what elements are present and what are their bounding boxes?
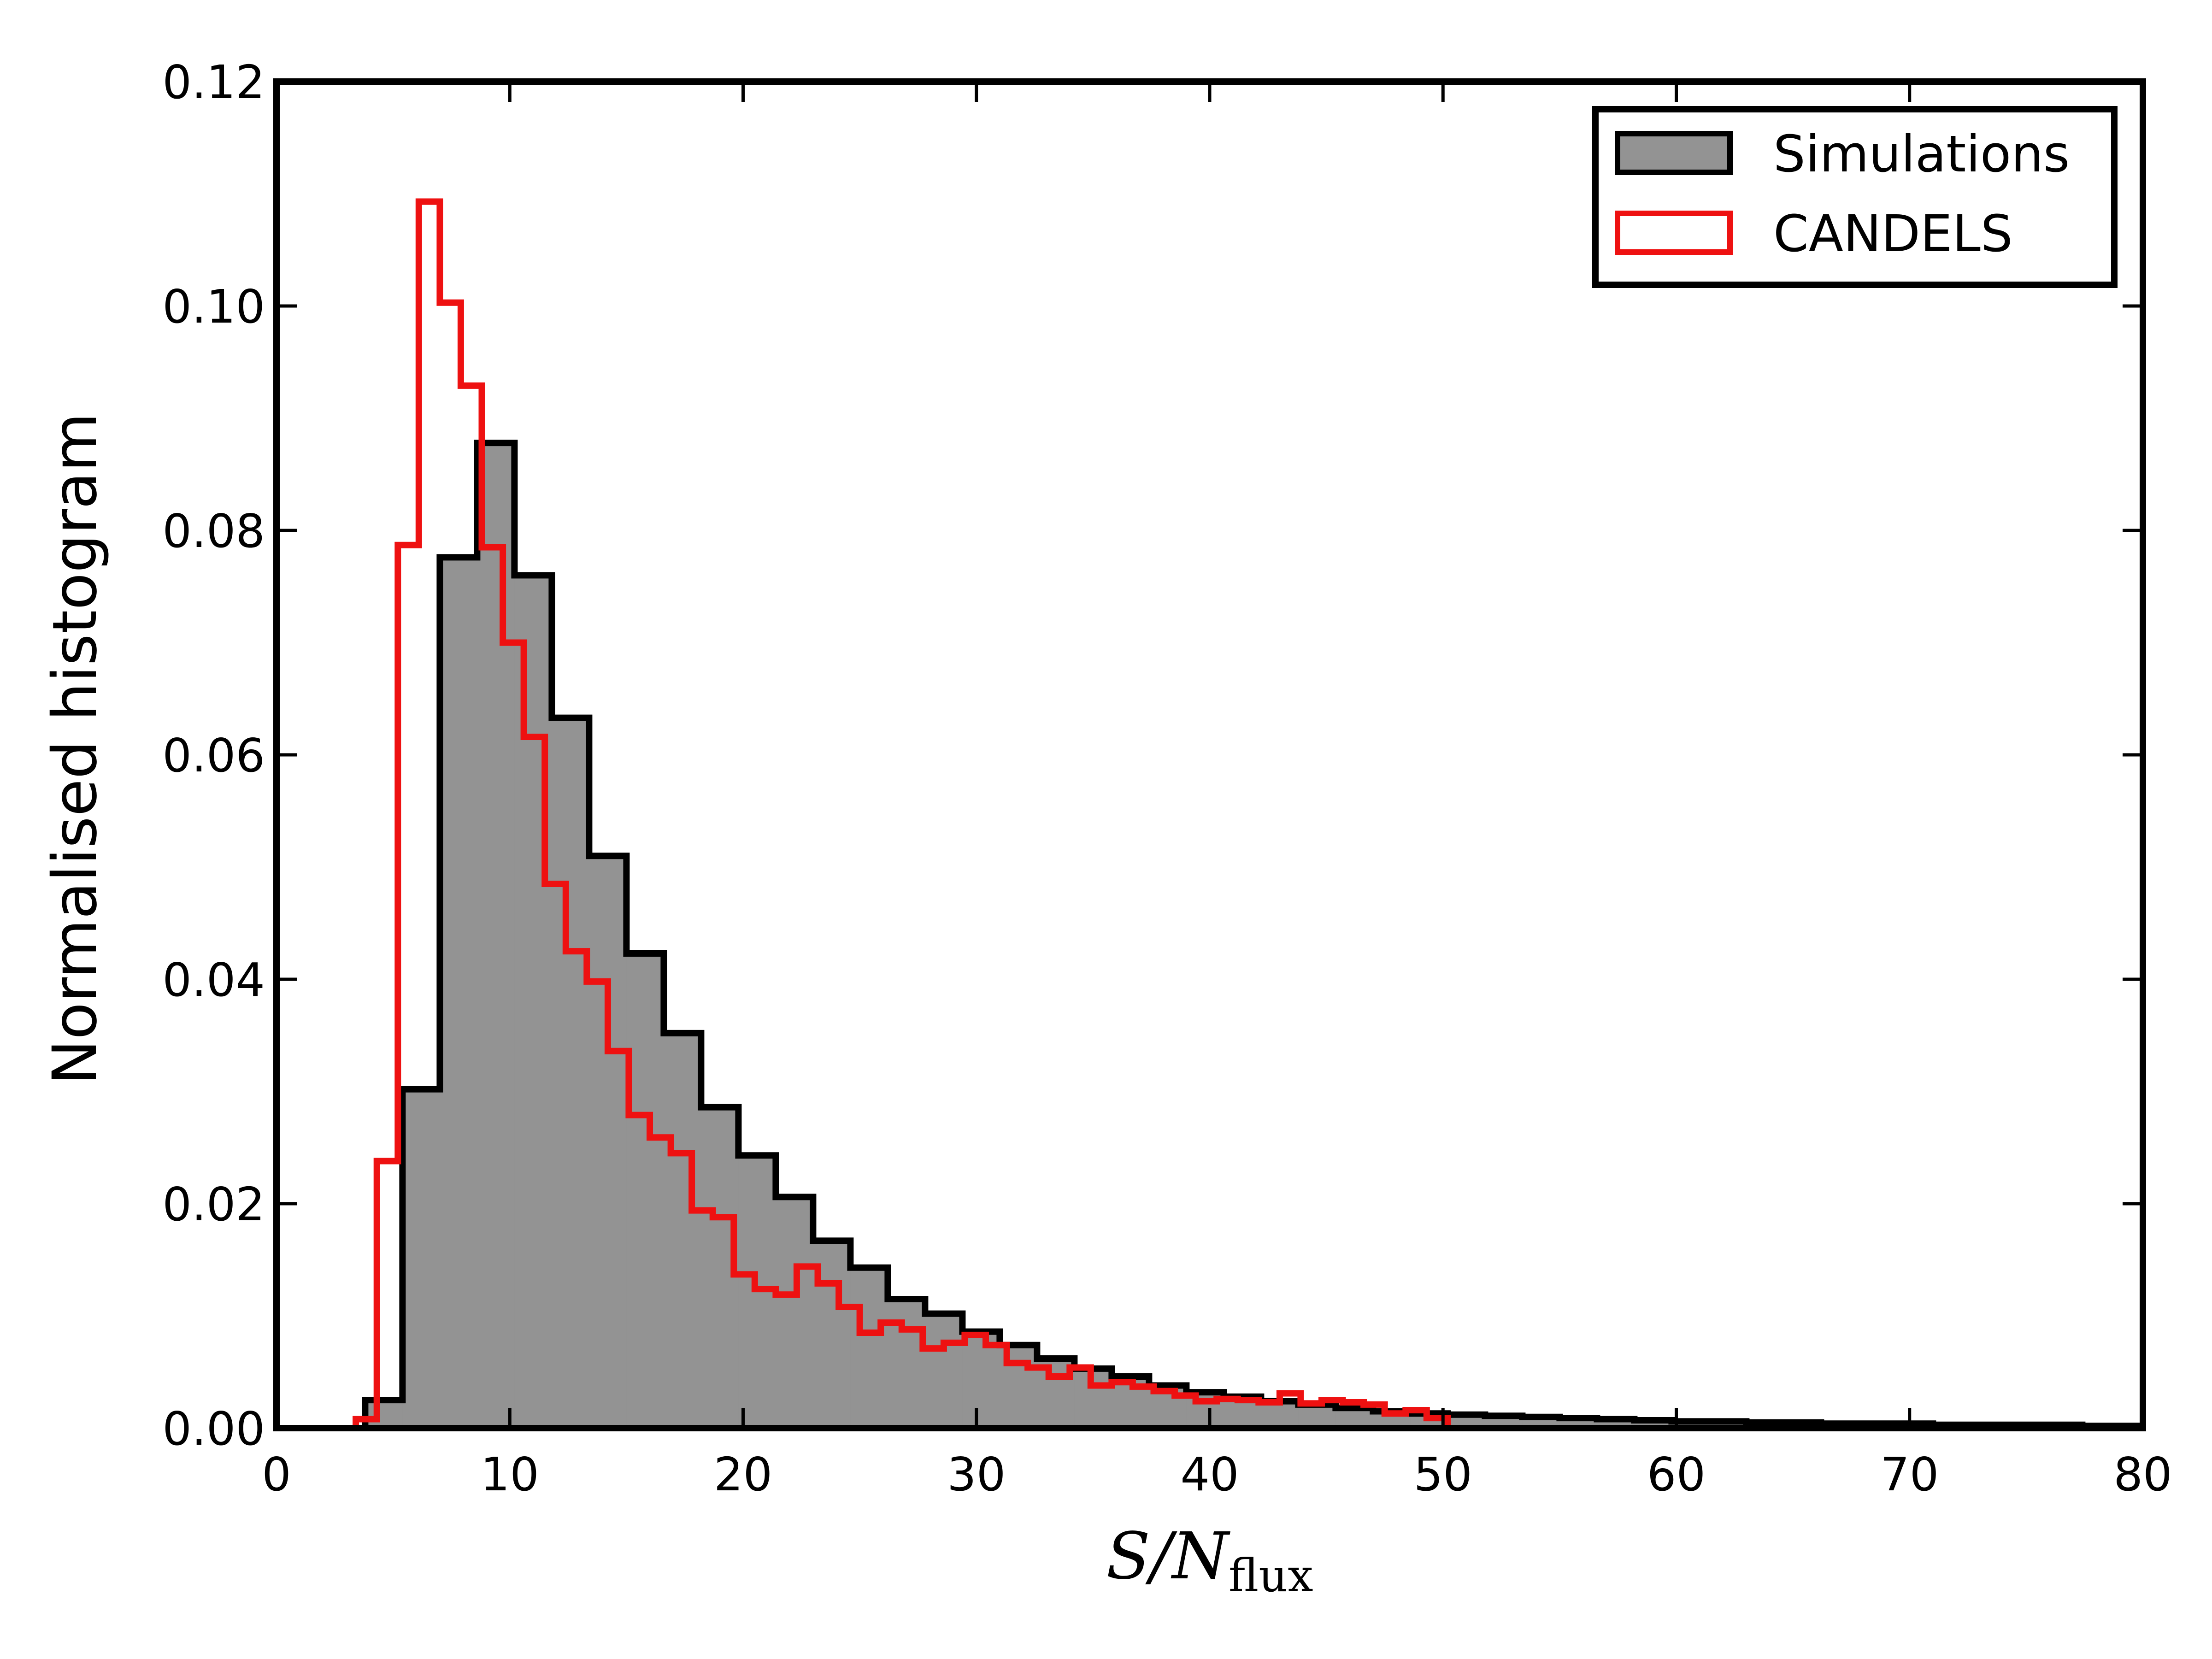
simulations-series-outline xyxy=(362,440,2146,1430)
plot-frame xyxy=(273,78,2146,1431)
simulations-bar xyxy=(477,443,515,1428)
y-tick-label: 0.04 xyxy=(162,953,265,1007)
y-axis-label: Normalised histogram xyxy=(40,412,111,1085)
y-tick-label: 0.06 xyxy=(162,729,265,782)
simulations-bar xyxy=(626,953,664,1428)
legend-swatch-candels xyxy=(1615,211,1733,255)
simulations-bar xyxy=(365,1400,403,1428)
y-tick-label: 0.02 xyxy=(162,1177,265,1231)
x-axis-label-main: S/N xyxy=(1106,1519,1230,1594)
x-tick-label: 60 xyxy=(1647,1447,1706,1501)
legend-label-candels: CANDELS xyxy=(1773,204,2013,263)
x-tick-label: 80 xyxy=(2113,1447,2172,1501)
simulations-bar xyxy=(589,856,627,1428)
x-tick-label: 40 xyxy=(1180,1447,1239,1501)
tick-labels: 0 10 20 30 40 50 60 70 80 0.00 0.02 0.04 0.06 0.08 0.1… xyxy=(162,55,2172,1501)
x-tick-label: 0 xyxy=(262,1447,291,1501)
simulations-bar xyxy=(776,1197,813,1428)
x-tick-label: 10 xyxy=(481,1447,539,1501)
x-tick-label: 70 xyxy=(1880,1447,1939,1501)
simulations-bar xyxy=(552,718,589,1428)
simulations-bar xyxy=(440,557,477,1428)
simulations-bar xyxy=(664,1033,701,1428)
simulations-bar xyxy=(888,1299,925,1428)
simulations-bar xyxy=(925,1313,963,1428)
simulations-bar xyxy=(402,1089,440,1428)
plot-area xyxy=(353,198,2146,1430)
y-tick-label: 0.08 xyxy=(162,504,265,558)
legend-label-simulations: Simulations xyxy=(1773,124,2070,183)
simulations-bar xyxy=(1335,1408,1373,1428)
simulations-bar xyxy=(850,1267,888,1428)
candels-series-line xyxy=(353,198,1451,1428)
simulations-bar xyxy=(1261,1401,1299,1428)
y-tick-label: 0.10 xyxy=(162,280,265,334)
y-tick-label: 0.12 xyxy=(162,55,265,109)
x-tick-label: 20 xyxy=(714,1447,772,1501)
x-tick-label: 50 xyxy=(1414,1447,1472,1501)
simulations-bar xyxy=(1298,1404,1336,1428)
legend: Simulations CANDELS xyxy=(1592,106,2118,288)
x-axis-label: S/Nflux xyxy=(1106,1519,1313,1602)
legend-swatch-simulations xyxy=(1615,131,1733,175)
y-tick-label: 0.00 xyxy=(162,1402,265,1456)
x-tick-label: 30 xyxy=(947,1447,1006,1501)
simulations-bar xyxy=(514,575,552,1428)
x-axis-label-subscript: flux xyxy=(1229,1550,1313,1602)
